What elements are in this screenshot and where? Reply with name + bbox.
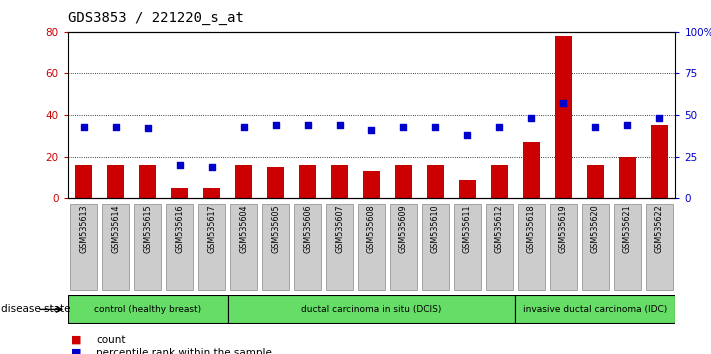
Point [206, 164, 218, 170]
FancyBboxPatch shape [228, 296, 515, 323]
FancyBboxPatch shape [230, 204, 257, 290]
Text: GSM535611: GSM535611 [463, 205, 472, 253]
Text: GSM535609: GSM535609 [399, 205, 408, 253]
Point [78, 124, 90, 130]
Bar [363, 171, 380, 198]
Text: control (healthy breast): control (healthy breast) [94, 305, 201, 314]
FancyBboxPatch shape [198, 204, 225, 290]
Bar [203, 188, 220, 198]
Text: GSM535621: GSM535621 [623, 205, 632, 253]
FancyBboxPatch shape [518, 204, 545, 290]
FancyBboxPatch shape [326, 204, 353, 290]
Text: GSM535610: GSM535610 [431, 205, 440, 253]
FancyBboxPatch shape [358, 204, 385, 290]
Text: GSM535605: GSM535605 [271, 205, 280, 253]
FancyBboxPatch shape [390, 204, 417, 290]
Text: count: count [96, 335, 125, 344]
Text: GSM535615: GSM535615 [143, 205, 152, 253]
Point [141, 126, 154, 131]
Point [590, 124, 602, 130]
Point [270, 122, 282, 128]
Bar [75, 165, 92, 198]
Point [173, 162, 185, 168]
FancyBboxPatch shape [68, 296, 228, 323]
Text: ductal carcinoma in situ (DCIS): ductal carcinoma in situ (DCIS) [301, 305, 442, 314]
Text: GSM535612: GSM535612 [495, 205, 504, 253]
Text: GSM535606: GSM535606 [303, 205, 312, 253]
Bar [619, 156, 636, 198]
FancyBboxPatch shape [550, 204, 577, 290]
Point [365, 127, 377, 133]
Point [493, 124, 505, 130]
Bar [491, 165, 508, 198]
Bar [555, 36, 572, 198]
Point [525, 115, 538, 121]
Bar [459, 179, 476, 198]
Text: GSM535614: GSM535614 [111, 205, 120, 253]
Bar [395, 165, 412, 198]
Point [621, 122, 633, 128]
FancyBboxPatch shape [262, 204, 289, 290]
Point [462, 132, 474, 138]
Bar [331, 165, 348, 198]
Text: percentile rank within the sample: percentile rank within the sample [96, 348, 272, 354]
Bar [139, 165, 156, 198]
Text: GSM535618: GSM535618 [527, 205, 536, 253]
Text: ■: ■ [71, 348, 82, 354]
Text: GSM535608: GSM535608 [367, 205, 376, 253]
Bar [523, 142, 540, 198]
Text: GSM535607: GSM535607 [335, 205, 344, 253]
Bar [651, 125, 668, 198]
Text: GDS3853 / 221220_s_at: GDS3853 / 221220_s_at [68, 11, 243, 25]
Bar [107, 165, 124, 198]
FancyBboxPatch shape [102, 204, 129, 290]
Point [557, 101, 569, 106]
FancyBboxPatch shape [454, 204, 481, 290]
Point [654, 115, 665, 121]
FancyBboxPatch shape [582, 204, 609, 290]
FancyBboxPatch shape [422, 204, 449, 290]
Text: GSM535604: GSM535604 [239, 205, 248, 253]
FancyBboxPatch shape [486, 204, 513, 290]
Bar [299, 165, 316, 198]
Bar [171, 188, 188, 198]
Point [429, 124, 441, 130]
FancyBboxPatch shape [294, 204, 321, 290]
Text: ■: ■ [71, 335, 82, 344]
Text: GSM535622: GSM535622 [655, 205, 664, 253]
Point [237, 124, 249, 130]
Bar [267, 167, 284, 198]
Text: disease state: disease state [1, 304, 70, 314]
Text: GSM535616: GSM535616 [175, 205, 184, 253]
FancyBboxPatch shape [515, 296, 675, 323]
FancyBboxPatch shape [614, 204, 641, 290]
FancyBboxPatch shape [70, 204, 97, 290]
Bar [427, 165, 444, 198]
Bar [587, 165, 604, 198]
Text: invasive ductal carcinoma (IDC): invasive ductal carcinoma (IDC) [523, 305, 668, 314]
Point [109, 124, 121, 130]
Point [398, 124, 410, 130]
Text: GSM535613: GSM535613 [79, 205, 88, 253]
FancyBboxPatch shape [166, 204, 193, 290]
Text: GSM535620: GSM535620 [591, 205, 600, 253]
Text: GSM535617: GSM535617 [207, 205, 216, 253]
Point [301, 122, 313, 128]
Point [334, 122, 346, 128]
FancyBboxPatch shape [134, 204, 161, 290]
FancyBboxPatch shape [646, 204, 673, 290]
Text: GSM535619: GSM535619 [559, 205, 568, 253]
Bar [235, 165, 252, 198]
